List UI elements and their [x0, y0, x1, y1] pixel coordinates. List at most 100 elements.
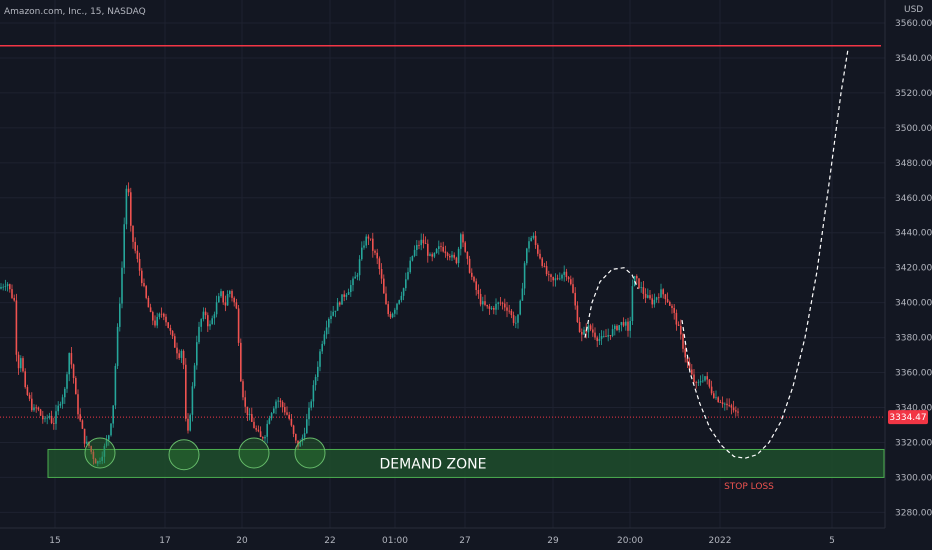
- candle-body: [160, 313, 163, 315]
- candle-body: [444, 251, 447, 254]
- y-tick-label: 3520.00: [895, 89, 932, 99]
- candle-body: [532, 235, 535, 238]
- candle-body: [622, 322, 625, 326]
- candle-body: [191, 386, 194, 415]
- candle-body: [26, 387, 29, 395]
- candle-body: [68, 353, 70, 375]
- candle-body: [209, 324, 211, 327]
- candle-body: [451, 254, 453, 258]
- x-tick-label: 17: [159, 536, 170, 546]
- x-tick-label: 27: [459, 536, 470, 546]
- candle-body: [185, 364, 187, 419]
- demand-touch-circle: [238, 437, 270, 469]
- candle-body: [125, 188, 128, 225]
- candle-body: [134, 241, 136, 251]
- candle-body: [101, 456, 103, 461]
- candle-body: [677, 324, 680, 326]
- candle-body: [726, 403, 728, 406]
- candle-body: [57, 405, 59, 412]
- candle-body: [75, 378, 77, 395]
- candle-body: [649, 295, 651, 299]
- candle-body: [127, 188, 130, 193]
- candle-body: [94, 459, 97, 464]
- x-axis[interactable]: 15 17 20 22 01:00 27 29 20:00 2022 5: [0, 527, 885, 546]
- y-axis[interactable]: 3280.00 3300.00 3320.00 3340.00 3360.00 3380.…: [884, 0, 932, 528]
- candle-body: [728, 405, 730, 406]
- candle-body: [614, 325, 616, 330]
- candle-body: [361, 247, 363, 260]
- x-tick-label: 5: [829, 536, 835, 546]
- candle-body: [226, 293, 229, 306]
- candle-body: [59, 403, 62, 406]
- candle-body: [266, 423, 268, 437]
- candle-body: [737, 411, 739, 413]
- candle-body: [497, 302, 499, 304]
- candle-body: [442, 246, 444, 252]
- candle-body: [66, 374, 68, 389]
- candle-body: [242, 381, 244, 398]
- candle-body: [682, 334, 684, 349]
- candle-body: [702, 380, 704, 382]
- candle-body: [512, 315, 515, 323]
- candle-body: [356, 275, 359, 277]
- candle-body: [673, 307, 675, 313]
- candle-body: [629, 320, 631, 331]
- stop-loss-label: STOP LOSS: [724, 482, 774, 492]
- candle-body: [108, 435, 110, 440]
- candle-body: [130, 192, 132, 226]
- candle-body: [411, 255, 414, 261]
- candle-body: [196, 342, 198, 366]
- candle-body: [374, 250, 376, 253]
- candle-body: [609, 335, 612, 336]
- candle-body: [605, 335, 607, 337]
- candle-body: [695, 382, 697, 383]
- candle-body: [570, 279, 572, 285]
- candle-body: [495, 303, 497, 310]
- candle-body: [589, 325, 592, 330]
- candle-body: [666, 299, 669, 302]
- candle-body: [664, 294, 667, 300]
- candle-body: [611, 329, 614, 336]
- y-tick-label: 3440.00: [895, 229, 932, 239]
- y-tick-label: 3420.00: [895, 264, 932, 274]
- candle-body: [0, 286, 2, 289]
- candle-body: [215, 302, 218, 315]
- candle-body: [431, 254, 433, 257]
- candle-body: [306, 419, 308, 434]
- candle-body: [517, 314, 519, 323]
- candle-body: [31, 398, 33, 411]
- candle-body: [295, 433, 297, 441]
- candle-body: [317, 366, 319, 378]
- candle-body: [490, 308, 493, 309]
- y-tick-label: 3380.00: [895, 334, 932, 344]
- candle-body: [158, 313, 161, 317]
- candle-body: [482, 301, 484, 305]
- candle-body: [88, 441, 90, 447]
- candle-body: [64, 388, 66, 398]
- candlestick-series: [0, 182, 739, 467]
- candle-body: [618, 325, 620, 331]
- candle-body: [499, 302, 502, 304]
- candle-body: [257, 429, 260, 432]
- candle-body: [303, 433, 306, 438]
- candle-body: [655, 297, 658, 300]
- candle-body: [598, 338, 601, 342]
- candle-body: [35, 407, 37, 409]
- candle-body: [688, 362, 691, 370]
- candle-body: [237, 308, 240, 343]
- candle-body: [70, 353, 73, 365]
- candle-body: [732, 407, 735, 411]
- candle-body: [200, 319, 202, 327]
- candle-body: [616, 325, 618, 331]
- candle-body: [218, 296, 220, 303]
- y-tick-label: 3320.00: [895, 438, 932, 448]
- candle-body: [493, 308, 495, 310]
- candle-body: [660, 289, 662, 298]
- candle-body: [699, 381, 702, 383]
- candle-body: [704, 376, 706, 381]
- candle-body: [2, 286, 4, 288]
- candle-body: [627, 321, 629, 331]
- candle-body: [662, 289, 664, 295]
- candle-body: [312, 385, 315, 402]
